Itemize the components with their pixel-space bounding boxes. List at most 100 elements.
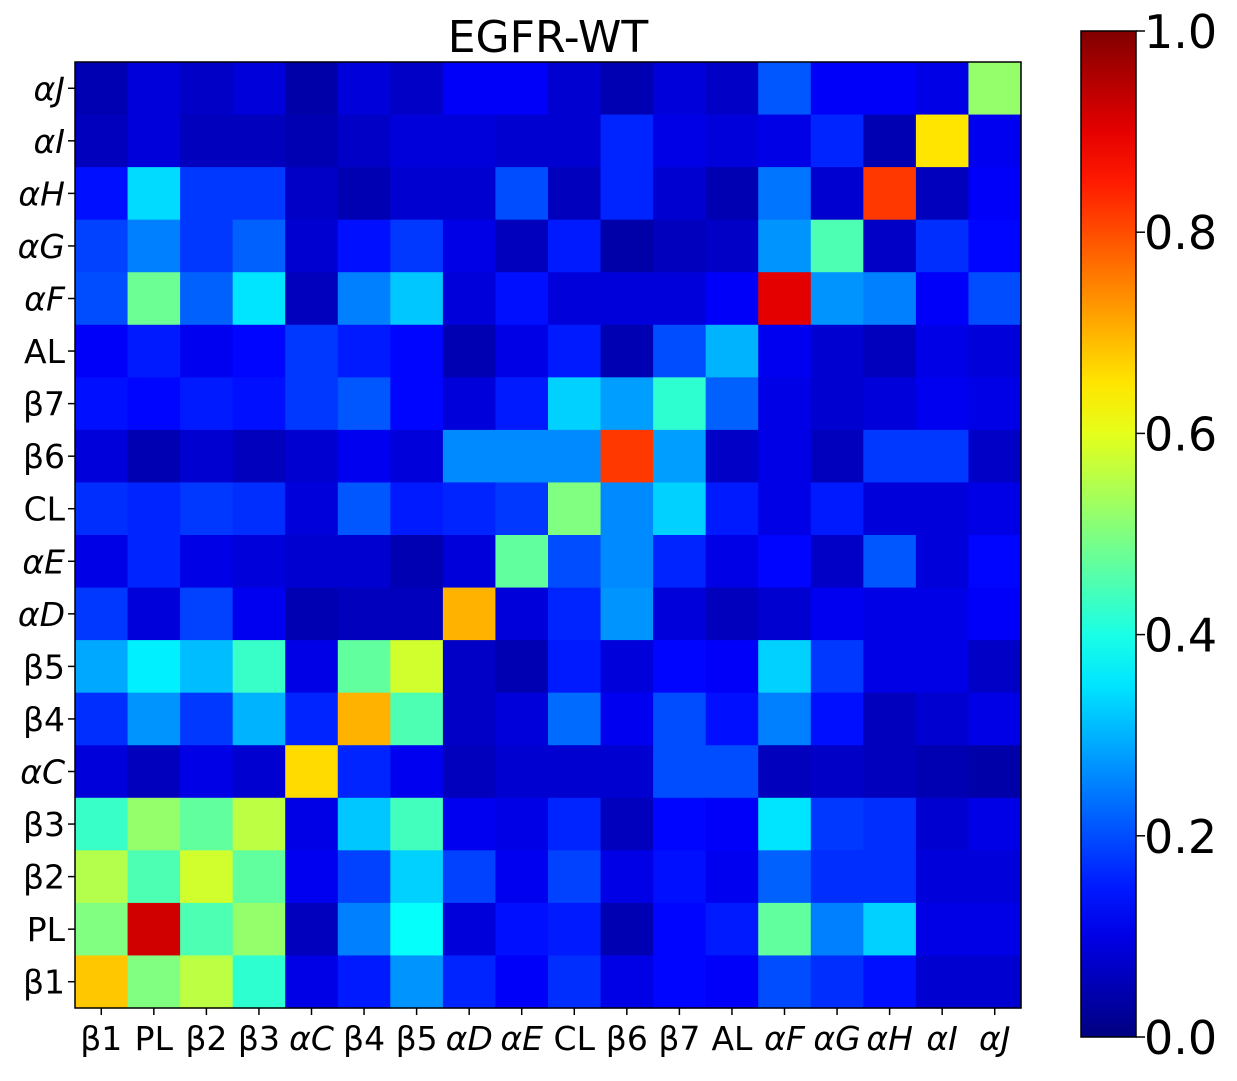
heatmap-cell [285, 535, 339, 589]
heatmap-cell [600, 955, 654, 1009]
heatmap-cell [758, 850, 812, 904]
heatmap-cell [180, 955, 234, 1009]
heatmap-cell [915, 167, 970, 221]
heatmap-cell [495, 62, 549, 116]
heatmap-cell [863, 482, 917, 536]
y-tick-label: β3 [23, 805, 65, 844]
heatmap-cell [75, 377, 129, 431]
y-tick-label: β4 [23, 700, 65, 739]
heatmap-cell [968, 640, 1022, 694]
y-tick-label: β1 [23, 963, 65, 1002]
heatmap-cell [390, 324, 444, 378]
heatmap-cell [337, 692, 391, 746]
heatmap-cell [600, 587, 654, 641]
heatmap-cell [232, 640, 286, 694]
x-tick-label: β2 [185, 1019, 227, 1058]
heatmap-cell [232, 587, 286, 641]
x-tick-label: αE [500, 1019, 543, 1058]
heatmap-cell [548, 114, 602, 168]
heatmap-cell [758, 640, 812, 694]
heatmap-cell [548, 640, 602, 694]
heatmap-cell [968, 272, 1022, 326]
heatmap-cell [705, 324, 759, 378]
y-tick-label: CL [24, 490, 66, 529]
heatmap-cell [600, 377, 654, 431]
heatmap-cell [127, 429, 181, 484]
heatmap-cell [495, 272, 549, 326]
heatmap-cell [705, 219, 759, 273]
heatmap-cell [495, 377, 549, 431]
heatmap-cell [127, 167, 181, 221]
heatmap-cell [442, 797, 497, 851]
heatmap-cell [390, 272, 444, 326]
heatmap-cell [968, 62, 1022, 116]
heatmap-cell [863, 114, 917, 168]
heatmap-cell [127, 482, 181, 536]
heatmap-cell [600, 850, 654, 904]
heatmap-cell [968, 535, 1022, 589]
y-tick-label: β7 [23, 385, 65, 424]
heatmap-cell [705, 114, 759, 168]
heatmap-cell [285, 324, 339, 378]
heatmap-cell [758, 62, 812, 116]
y-tick-label: β2 [23, 858, 65, 897]
heatmap-cell [337, 535, 391, 589]
heatmap-cell [968, 377, 1022, 431]
heatmap-cell [653, 62, 707, 116]
heatmap-cell [390, 902, 444, 957]
heatmap-cell [180, 377, 234, 431]
heatmap-cell [180, 587, 234, 641]
heatmap-cell [232, 62, 286, 116]
heatmap-cell [180, 745, 234, 799]
heatmap-cell [810, 482, 864, 536]
heatmap-cell [653, 535, 707, 589]
heatmap-cell [915, 535, 970, 589]
heatmap-cell [495, 535, 549, 589]
heatmap-cell [495, 587, 549, 641]
heatmap-cell [232, 850, 286, 904]
colorbar-tick-labels: 0.0 0.2 0.4 0.6 0.8 1.0 [1136, 5, 1217, 1065]
heatmap-cell [758, 692, 812, 746]
heatmap-cell [600, 797, 654, 851]
heatmap-cell [653, 377, 707, 431]
heatmap-cell [127, 955, 181, 1009]
x-tick-label: β1 [80, 1019, 122, 1058]
x-tick-label: αG [813, 1019, 860, 1058]
heatmap-cell [548, 745, 602, 799]
heatmap-cell [180, 219, 234, 273]
heatmap-cell [127, 114, 181, 168]
heatmap-cell [232, 377, 286, 431]
heatmap-cell [337, 850, 391, 904]
heatmap-cell [232, 797, 286, 851]
heatmap-cell [915, 272, 970, 326]
heatmap-cell [390, 429, 444, 484]
heatmap-cell [863, 219, 917, 273]
heatmap-cell [810, 429, 864, 484]
heatmap-cell [442, 272, 497, 326]
heatmap-cell [180, 429, 234, 484]
heatmap-cell [705, 272, 759, 326]
heatmap-cell [548, 324, 602, 378]
heatmap-cell [705, 482, 759, 536]
heatmap-cell [285, 429, 339, 484]
heatmap-cell [285, 745, 339, 799]
heatmap-cell [758, 324, 812, 378]
heatmap-cell [337, 902, 391, 957]
heatmap-cell [442, 429, 497, 484]
heatmap-cell [285, 377, 339, 431]
heatmap-cell [810, 114, 864, 168]
heatmap-cell [758, 535, 812, 589]
heatmap-cell [75, 640, 129, 694]
heatmap-cell [442, 114, 497, 168]
heatmap-cell [285, 850, 339, 904]
heatmap-cell [968, 955, 1022, 1009]
heatmap-cell [232, 114, 286, 168]
heatmap-cell [180, 324, 234, 378]
heatmap-cell [653, 640, 707, 694]
heatmap-cell [285, 482, 339, 536]
heatmap-cell [180, 62, 234, 116]
heatmap-cell [653, 219, 707, 273]
heatmap-cell [337, 587, 391, 641]
heatmap-cell [600, 535, 654, 589]
heatmap-cell [285, 114, 339, 168]
